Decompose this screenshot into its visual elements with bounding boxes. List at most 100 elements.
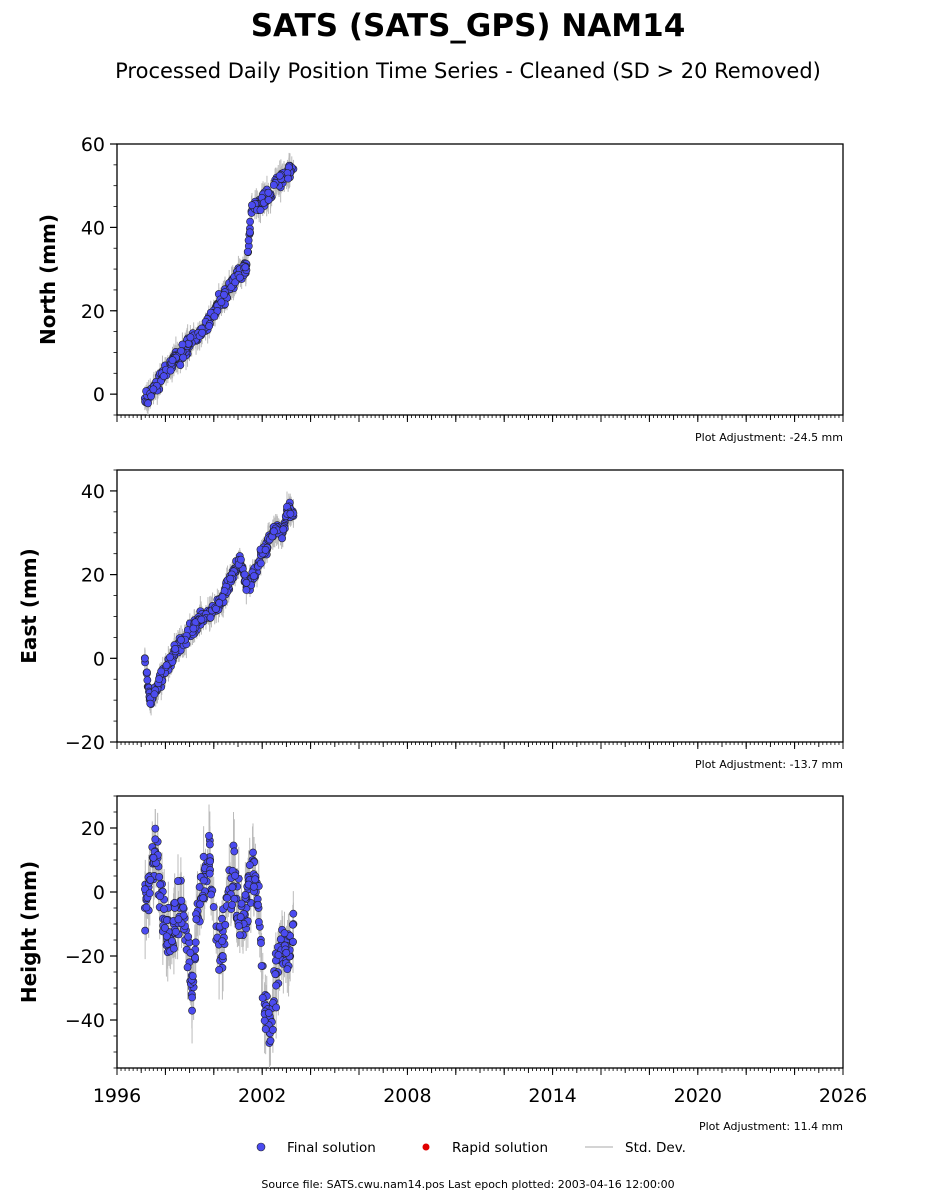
x-tick-label: 2020 [674, 1085, 722, 1107]
legend-rapid-marker [422, 1143, 430, 1151]
final-solution-point [237, 555, 245, 564]
final-solution-point [199, 876, 208, 885]
final-solution-point [289, 909, 298, 918]
final-solution-point [231, 278, 240, 287]
final-solution-point [188, 993, 196, 1002]
final-solution-point [257, 559, 265, 568]
final-solution-point [245, 228, 254, 237]
data-layer-height [140, 804, 298, 1068]
data-layer-east [140, 491, 298, 716]
final-solution-point [249, 882, 258, 891]
final-solution-point [256, 206, 265, 215]
final-solution-point [205, 322, 214, 330]
final-solution-point [176, 361, 185, 369]
legend-final-label: Final solution [287, 1140, 376, 1156]
y-tick-label: 40 [81, 217, 105, 239]
y-tick-label: 0 [93, 384, 105, 406]
figure-subtitle: Processed Daily Position Time Series - C… [115, 59, 821, 83]
final-solution-point [261, 1025, 270, 1034]
final-solution-point [179, 353, 188, 362]
final-solution-point [242, 578, 251, 587]
final-solution-point [146, 875, 155, 884]
final-solution-point [264, 188, 273, 197]
final-solution-point [249, 848, 257, 857]
final-solution-point [288, 920, 297, 929]
final-solution-point [236, 913, 245, 921]
final-solution-point [162, 916, 171, 925]
legend: Final solution Rapid solution Std. Dev. [256, 1140, 686, 1156]
final-solution-point [188, 1006, 196, 1015]
final-solution-point [199, 894, 208, 902]
final-solution-point [266, 1036, 275, 1045]
final-solution-point [184, 932, 193, 941]
final-solution-point [246, 217, 254, 226]
final-solution-point [174, 915, 183, 924]
plot-adjustment-note: Plot Adjustment: -24.5 mm [695, 431, 843, 444]
final-solution-point [218, 593, 227, 601]
final-solution-point [230, 847, 239, 856]
final-solution-point [199, 852, 208, 861]
final-solution-point [195, 883, 204, 891]
final-solution-point [242, 586, 251, 594]
final-solution-point [272, 981, 280, 990]
plot-area: 0 20 40 60 North (mm) Plot Adjustment: -24.5 … [17, 134, 867, 1133]
final-solution-point [177, 346, 185, 355]
final-solution-point [282, 948, 291, 957]
y-tick-label: 0 [93, 648, 105, 670]
legend-rapid-label: Rapid solution [452, 1140, 548, 1156]
final-solution-point [215, 965, 223, 974]
final-solution-point [191, 953, 199, 962]
final-solution-point [254, 900, 262, 909]
final-solution-point [228, 900, 236, 909]
y-tick-label: −40 [65, 1010, 105, 1032]
final-solution-point [197, 615, 206, 624]
final-solution-point [145, 889, 154, 898]
x-tick-label: 2026 [819, 1085, 867, 1107]
final-solution-point [147, 392, 156, 401]
final-solution-point [156, 892, 165, 901]
x-tick-label: 2002 [238, 1085, 286, 1107]
final-solution-point [280, 929, 289, 938]
final-solution-point [264, 1009, 273, 1017]
final-solution-point [162, 932, 171, 941]
final-solution-point [156, 880, 165, 889]
y-tick-label: 0 [93, 882, 105, 904]
y-tick-label: 20 [81, 818, 105, 840]
final-solution-point [250, 572, 258, 580]
final-solution-point [144, 399, 152, 408]
y-tick-label: 60 [81, 134, 105, 156]
final-solution-point [271, 970, 280, 979]
final-solution-point [274, 951, 283, 959]
final-solution-point [143, 676, 152, 685]
final-solution-point [166, 653, 174, 662]
final-solution-point [207, 890, 215, 899]
final-solution-point [160, 923, 169, 932]
final-solution-point [251, 875, 260, 884]
final-solution-point [235, 931, 244, 939]
final-solution-point [177, 896, 186, 905]
final-solution-point [171, 645, 180, 653]
final-solution-point [177, 636, 185, 644]
final-solution-point [159, 372, 168, 381]
y-axis-label: East (mm) [17, 548, 41, 664]
final-solution-point [245, 861, 254, 869]
final-solution-point [243, 247, 252, 256]
final-solution-point [258, 993, 267, 1002]
final-solution-point [188, 972, 197, 980]
final-solution-point [205, 840, 214, 849]
final-solution-point [248, 201, 256, 210]
final-solution-point [186, 333, 195, 342]
final-solution-point [178, 340, 187, 349]
final-solution-point [279, 525, 288, 534]
final-solution-point [209, 903, 218, 911]
final-solution-point [268, 1025, 277, 1034]
final-solution-point [169, 944, 178, 953]
final-solution-point [289, 937, 297, 946]
final-solution-point [241, 263, 250, 272]
final-solution-point [257, 939, 265, 947]
final-solution-point [206, 613, 215, 622]
final-solution-point [218, 937, 227, 946]
final-solution-point [244, 236, 253, 245]
final-solution-point [171, 927, 180, 936]
final-solution-point [155, 873, 164, 881]
